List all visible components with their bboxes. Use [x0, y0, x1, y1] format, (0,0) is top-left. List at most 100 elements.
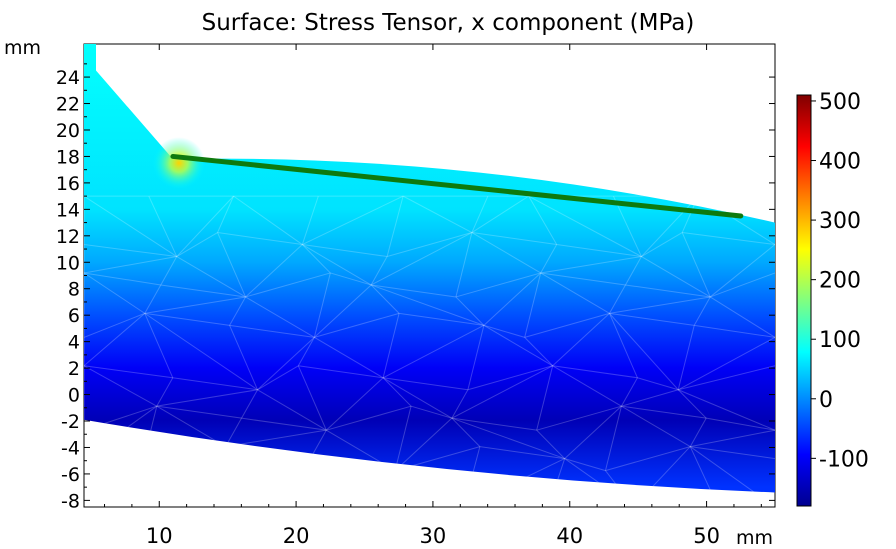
y-tick-label: -8	[61, 490, 80, 512]
mesh-edge	[156, 389, 258, 407]
mesh-edge	[609, 312, 695, 326]
mesh-edge	[245, 244, 303, 298]
mesh-edge	[233, 195, 303, 245]
y-tick-label: 12	[56, 226, 80, 248]
mesh-edge	[621, 405, 707, 419]
mesh-edge	[709, 296, 775, 338]
mesh-edge	[604, 406, 622, 471]
y-tick-label: -4	[61, 437, 80, 459]
mesh-edge	[564, 405, 622, 459]
mesh-edge	[229, 324, 315, 338]
mesh-edge	[382, 377, 412, 407]
mesh-edge	[383, 377, 468, 391]
colorbar-tick-label: 200	[819, 269, 861, 294]
mesh-edge	[483, 272, 542, 326]
mesh-edge	[257, 365, 299, 391]
mesh-edge	[241, 417, 327, 431]
mesh-edge	[301, 195, 319, 245]
mesh-edge	[528, 195, 558, 245]
mesh-edge	[536, 405, 622, 431]
mesh-edge	[689, 417, 707, 447]
mesh-edge	[84, 458, 170, 493]
mesh-edge	[641, 232, 683, 257]
y-tick-label: -2	[61, 411, 80, 433]
mesh-edge	[176, 195, 234, 257]
mesh-edge	[144, 313, 174, 378]
colorbar-tick-label: -100	[819, 447, 869, 472]
mesh-edge	[451, 417, 537, 431]
mesh-edge	[144, 284, 162, 314]
y-tick-label: 8	[68, 279, 80, 301]
mesh-edge	[371, 284, 456, 298]
mesh-edge	[229, 325, 259, 390]
mesh-edge	[677, 325, 695, 390]
mesh-edge	[621, 389, 679, 407]
mesh-edge	[298, 365, 384, 379]
mesh-edge	[378, 470, 396, 493]
mesh-edge	[552, 312, 610, 367]
mesh-edge	[689, 446, 719, 493]
mesh-edge	[140, 446, 226, 472]
mesh-edge	[621, 377, 638, 407]
colorbar-ticks: 500 400 300 200 100 0 -100	[811, 90, 869, 472]
mesh-edge	[84, 244, 177, 258]
mesh-edge	[84, 256, 177, 274]
y-tick-label: 0	[68, 385, 80, 407]
mesh-edge	[641, 256, 711, 298]
mesh-edge	[524, 312, 610, 338]
mesh-edge	[325, 377, 384, 431]
mesh-edge	[394, 417, 453, 471]
mesh-edge	[637, 377, 679, 391]
mesh-edge	[313, 272, 331, 338]
mesh-edge	[394, 470, 465, 493]
x-unit-label: mm	[736, 527, 773, 549]
mesh-edge	[257, 389, 327, 431]
stress-surface	[84, 44, 775, 493]
mesh-edge	[677, 389, 707, 419]
mesh-edge	[471, 195, 489, 233]
mesh-edge	[451, 389, 469, 419]
mesh-edge	[176, 256, 246, 298]
mesh-edge	[84, 272, 146, 314]
mesh-edge	[217, 195, 235, 233]
mesh-edge	[410, 405, 453, 419]
mesh-edge	[156, 377, 174, 407]
x-tick-label: 40	[556, 524, 583, 548]
mesh-edge	[84, 365, 173, 379]
mesh-edge	[451, 417, 481, 447]
mesh-edge	[402, 195, 473, 233]
mesh-edge	[625, 256, 642, 286]
mesh-edge	[144, 296, 246, 314]
mesh-edge	[451, 365, 553, 419]
mesh-edge	[330, 272, 372, 286]
mesh-edge	[536, 365, 554, 431]
mesh-edge	[382, 313, 400, 378]
x-tick-label: 50	[693, 524, 720, 548]
y-tick-label: 20	[56, 120, 80, 142]
mesh-edge	[694, 324, 775, 338]
mesh-edge	[471, 232, 557, 246]
y-tick-label: 22	[56, 94, 80, 116]
mesh-edge	[314, 312, 400, 338]
mesh-edge	[609, 313, 679, 391]
mesh-edge	[176, 232, 218, 257]
mesh-edge	[160, 256, 178, 286]
mesh-edge	[370, 284, 400, 314]
mesh-edge	[294, 470, 396, 493]
mesh-edge	[156, 405, 242, 419]
mesh-edge	[612, 195, 642, 257]
mesh-edge	[382, 377, 453, 419]
mesh-edge	[608, 313, 638, 378]
colorbar-tick-label: 400	[819, 150, 861, 175]
y-tick-label: 2	[68, 358, 80, 380]
mesh-edge	[609, 296, 711, 314]
mesh-edge	[467, 325, 485, 390]
mesh-edge	[172, 377, 258, 391]
mesh-edge	[144, 312, 230, 326]
mesh-edge	[621, 405, 691, 448]
mesh-edge	[84, 365, 158, 407]
mesh-edge	[678, 389, 775, 431]
mesh-edge	[693, 296, 711, 326]
x-axis: 10 20 30 40 50	[104, 44, 762, 548]
colorbar-tick-label: 100	[819, 328, 861, 353]
